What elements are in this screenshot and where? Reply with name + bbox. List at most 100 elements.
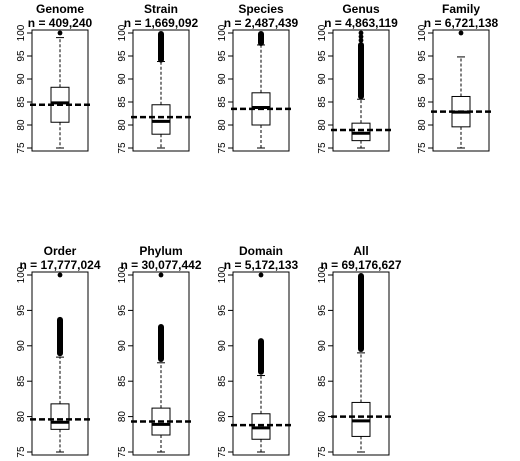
y-tick-label: 75 bbox=[317, 446, 328, 458]
panel-subtitle: n = 17,777,024 bbox=[19, 258, 100, 272]
outlier-point bbox=[358, 34, 364, 40]
y-tick-label: 95 bbox=[16, 50, 27, 62]
panel-title: Strain bbox=[144, 2, 178, 16]
y-tick-label: 100 bbox=[117, 266, 128, 283]
plot-frame bbox=[132, 271, 190, 456]
y-tick-label: 80 bbox=[317, 411, 328, 423]
outlier-point bbox=[358, 37, 364, 43]
outlier-band bbox=[358, 273, 364, 353]
y-tick-label: 75 bbox=[217, 446, 228, 458]
panel-title: Phylum bbox=[139, 244, 182, 258]
y-tick-label: 100 bbox=[317, 24, 328, 41]
y-tick-label: 80 bbox=[317, 119, 328, 131]
y-tick-label: 90 bbox=[16, 340, 27, 352]
y-tick-label: 100 bbox=[117, 24, 128, 41]
y-tick-label: 95 bbox=[317, 50, 328, 62]
outlier-point bbox=[358, 30, 364, 36]
y-tick-label: 95 bbox=[417, 50, 428, 62]
y-tick-label: 90 bbox=[317, 340, 328, 352]
outlier-band bbox=[258, 31, 264, 47]
y-tick-label: 85 bbox=[417, 96, 428, 108]
y-tick-label: 90 bbox=[217, 73, 228, 85]
outlier-band bbox=[158, 323, 164, 362]
y-tick-label: 75 bbox=[217, 142, 228, 154]
y-tick-label: 80 bbox=[217, 119, 228, 131]
panel-subtitle: n = 1,669,092 bbox=[124, 16, 199, 30]
y-tick-label: 100 bbox=[317, 266, 328, 283]
y-tick-label: 75 bbox=[16, 446, 27, 458]
y-tick-label: 75 bbox=[16, 142, 27, 154]
y-tick-label: 90 bbox=[417, 73, 428, 85]
outlier-point bbox=[57, 272, 63, 278]
panel-subtitle: n = 4,863,119 bbox=[324, 16, 398, 30]
y-tick-label: 85 bbox=[117, 96, 128, 108]
y-tick-label: 75 bbox=[317, 142, 328, 154]
panel-subtitle: n = 30,077,442 bbox=[120, 258, 201, 272]
plot-frame bbox=[31, 271, 89, 456]
y-tick-label: 80 bbox=[16, 119, 27, 131]
outlier-point bbox=[458, 30, 464, 36]
iqr-box bbox=[151, 104, 171, 135]
y-tick-label: 90 bbox=[16, 73, 27, 85]
y-tick-label: 95 bbox=[317, 304, 328, 316]
plot-frame bbox=[132, 29, 190, 152]
y-tick-label: 100 bbox=[16, 24, 27, 41]
y-tick-label: 85 bbox=[217, 375, 228, 387]
outlier-band bbox=[158, 31, 164, 63]
plot-frame bbox=[232, 29, 290, 152]
iqr-box bbox=[50, 403, 70, 430]
y-tick-label: 85 bbox=[16, 96, 27, 108]
y-tick-label: 90 bbox=[317, 73, 328, 85]
plot-frame bbox=[232, 271, 290, 456]
outlier-band bbox=[57, 316, 63, 357]
outlier-band bbox=[258, 338, 264, 375]
y-tick-label: 95 bbox=[16, 304, 27, 316]
y-tick-label: 95 bbox=[117, 304, 128, 316]
y-tick-label: 90 bbox=[117, 340, 128, 352]
panel-subtitle: n = 69,176,627 bbox=[320, 258, 401, 272]
y-tick-label: 100 bbox=[217, 24, 228, 41]
y-tick-label: 95 bbox=[217, 50, 228, 62]
y-tick-label: 90 bbox=[117, 73, 128, 85]
y-tick-label: 75 bbox=[117, 142, 128, 154]
y-tick-label: 85 bbox=[217, 96, 228, 108]
panel-subtitle: n = 6,721,138 bbox=[424, 16, 499, 30]
y-tick-label: 75 bbox=[117, 446, 128, 458]
y-tick-label: 100 bbox=[417, 24, 428, 41]
y-tick-label: 95 bbox=[117, 50, 128, 62]
y-tick-label: 95 bbox=[217, 304, 228, 316]
y-tick-label: 85 bbox=[317, 96, 328, 108]
panel-subtitle: n = 409,240 bbox=[28, 16, 93, 30]
panel-subtitle: n = 2,487,439 bbox=[224, 16, 299, 30]
y-tick-label: 80 bbox=[117, 119, 128, 131]
outlier-point bbox=[57, 30, 63, 36]
y-tick-label: 75 bbox=[417, 142, 428, 154]
y-tick-label: 80 bbox=[117, 411, 128, 423]
outlier-band bbox=[358, 42, 364, 100]
plot-frame bbox=[432, 29, 490, 152]
y-tick-label: 100 bbox=[16, 266, 27, 283]
panel-title: Genus bbox=[342, 2, 380, 16]
panel-title: Genome bbox=[36, 2, 84, 16]
plot-frame bbox=[31, 29, 89, 152]
panel-title: Order bbox=[44, 244, 77, 258]
y-tick-label: 100 bbox=[217, 266, 228, 283]
panel-title: Domain bbox=[239, 244, 283, 258]
y-tick-label: 85 bbox=[16, 375, 27, 387]
y-tick-label: 80 bbox=[16, 411, 27, 423]
panel-title: All bbox=[353, 244, 368, 258]
y-tick-label: 85 bbox=[317, 375, 328, 387]
panel-title: Species bbox=[238, 2, 284, 16]
panel-title: Family bbox=[442, 2, 480, 16]
y-tick-label: 80 bbox=[217, 411, 228, 423]
